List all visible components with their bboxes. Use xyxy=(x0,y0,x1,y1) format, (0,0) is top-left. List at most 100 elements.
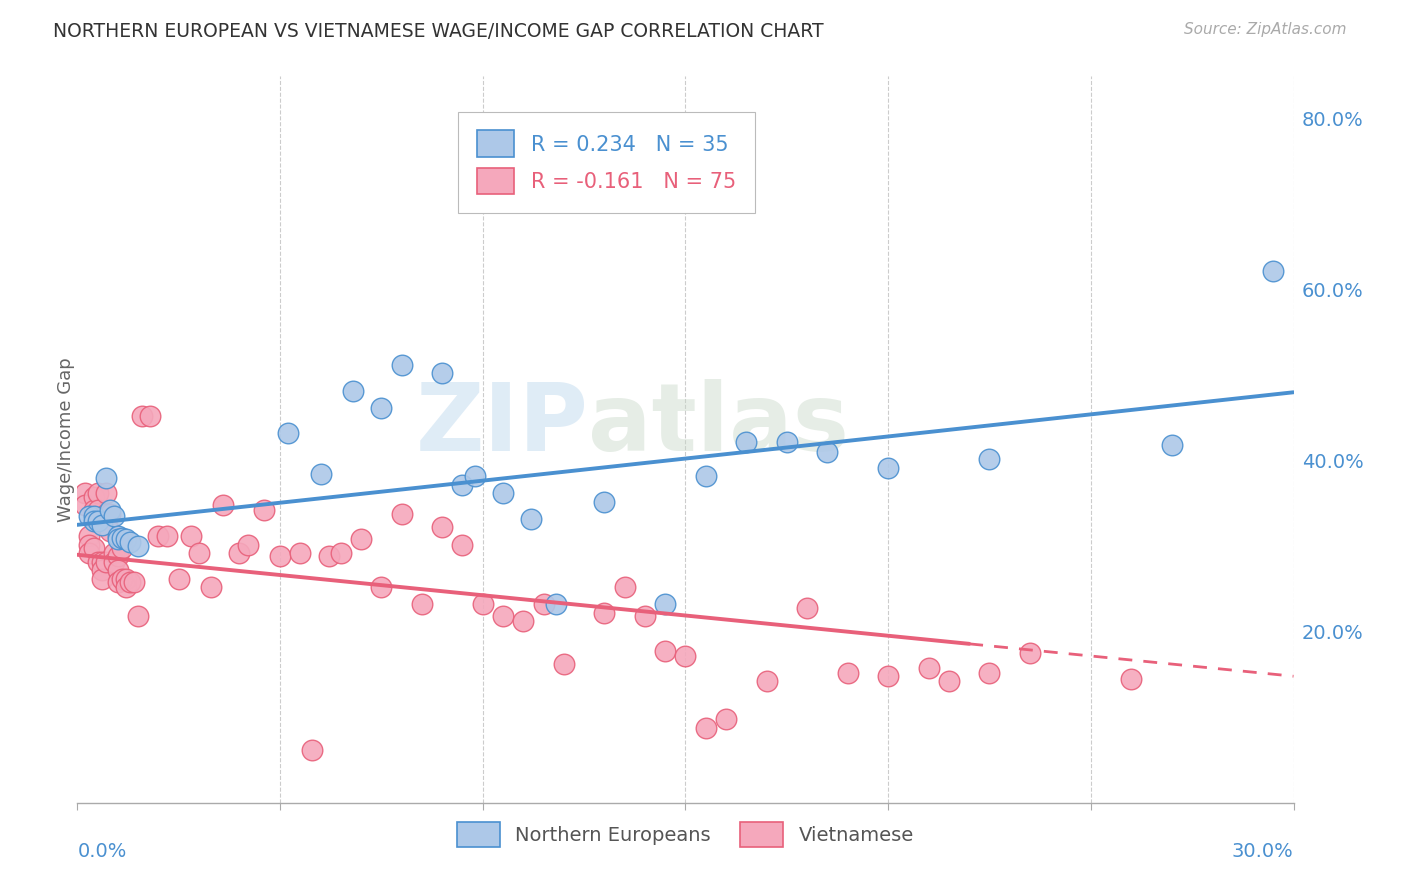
Point xyxy=(155,529,177,543)
Point xyxy=(111,572,134,586)
Point xyxy=(180,529,202,543)
Point xyxy=(86,503,108,517)
Point xyxy=(391,507,413,521)
Point xyxy=(131,409,153,424)
Point xyxy=(127,609,149,624)
Point xyxy=(471,598,494,612)
Point xyxy=(115,533,138,547)
Point xyxy=(253,503,276,517)
Point xyxy=(695,721,717,735)
Point xyxy=(796,600,818,615)
Point xyxy=(90,572,112,586)
Point xyxy=(815,445,838,459)
Point xyxy=(1121,672,1143,686)
Point xyxy=(148,529,170,543)
Point xyxy=(111,541,134,555)
Point xyxy=(75,486,97,500)
Point xyxy=(228,546,250,560)
Point xyxy=(309,467,332,482)
Legend: Northern Europeans, Vietnamese: Northern Europeans, Vietnamese xyxy=(450,814,921,855)
Point xyxy=(103,509,125,524)
Point xyxy=(90,555,112,569)
Point xyxy=(167,572,190,586)
Point xyxy=(83,490,105,504)
Point xyxy=(83,541,105,555)
Point xyxy=(115,572,138,586)
Point xyxy=(512,615,534,629)
Point xyxy=(714,712,737,726)
Point xyxy=(79,529,101,543)
Point xyxy=(83,503,105,517)
Point xyxy=(94,555,117,569)
Point xyxy=(94,507,117,521)
Point xyxy=(115,580,138,594)
Point xyxy=(98,507,121,521)
Text: Source: ZipAtlas.com: Source: ZipAtlas.com xyxy=(1184,22,1347,37)
Point xyxy=(111,531,134,545)
Point xyxy=(188,546,211,560)
Point xyxy=(553,657,575,672)
Text: 0.0%: 0.0% xyxy=(77,842,127,861)
Point xyxy=(318,549,340,564)
Point xyxy=(79,509,101,524)
Point xyxy=(877,669,900,683)
Point xyxy=(75,498,97,512)
Point xyxy=(533,598,555,612)
Point xyxy=(675,648,697,663)
Point xyxy=(90,517,112,532)
Point xyxy=(544,598,567,612)
Text: ZIP: ZIP xyxy=(415,379,588,471)
Point xyxy=(613,580,636,594)
Point xyxy=(98,524,121,538)
Point xyxy=(391,358,413,372)
Point xyxy=(755,674,778,689)
Point xyxy=(83,509,105,524)
Point xyxy=(837,665,859,680)
Point xyxy=(634,609,657,624)
Point xyxy=(94,471,117,485)
Point xyxy=(430,367,453,381)
Point xyxy=(212,498,235,512)
Point xyxy=(90,563,112,577)
Point xyxy=(86,555,108,569)
Point xyxy=(918,661,941,675)
Point xyxy=(350,533,373,547)
Point xyxy=(654,643,676,657)
Point xyxy=(492,609,515,624)
Point xyxy=(103,555,125,569)
Point xyxy=(127,539,149,553)
Point xyxy=(593,494,616,508)
Point xyxy=(776,434,799,449)
Point xyxy=(1263,264,1285,278)
Point xyxy=(451,537,474,551)
Point xyxy=(979,665,1001,680)
Point xyxy=(877,460,900,475)
Point xyxy=(290,546,312,560)
Point xyxy=(451,477,474,491)
Point xyxy=(200,580,222,594)
Point xyxy=(107,563,129,577)
Point xyxy=(492,486,515,500)
Point xyxy=(370,580,392,594)
Point xyxy=(411,598,433,612)
Point xyxy=(430,520,453,534)
Point xyxy=(107,575,129,590)
Y-axis label: Wage/Income Gap: Wage/Income Gap xyxy=(58,357,75,522)
Text: 30.0%: 30.0% xyxy=(1232,842,1294,861)
Point xyxy=(695,469,717,483)
Point xyxy=(1019,646,1042,660)
Point xyxy=(79,546,101,560)
Text: NORTHERN EUROPEAN VS VIETNAMESE WAGE/INCOME GAP CORRELATION CHART: NORTHERN EUROPEAN VS VIETNAMESE WAGE/INC… xyxy=(53,22,824,41)
Point xyxy=(938,674,960,689)
Point xyxy=(1161,438,1184,452)
Point xyxy=(86,514,108,528)
Point xyxy=(520,512,543,526)
Point xyxy=(122,575,145,590)
Point xyxy=(301,743,323,757)
Point xyxy=(654,598,676,612)
Point xyxy=(370,401,392,415)
Point xyxy=(269,549,291,564)
Point xyxy=(94,486,117,500)
Point xyxy=(329,546,352,560)
Point xyxy=(103,546,125,560)
